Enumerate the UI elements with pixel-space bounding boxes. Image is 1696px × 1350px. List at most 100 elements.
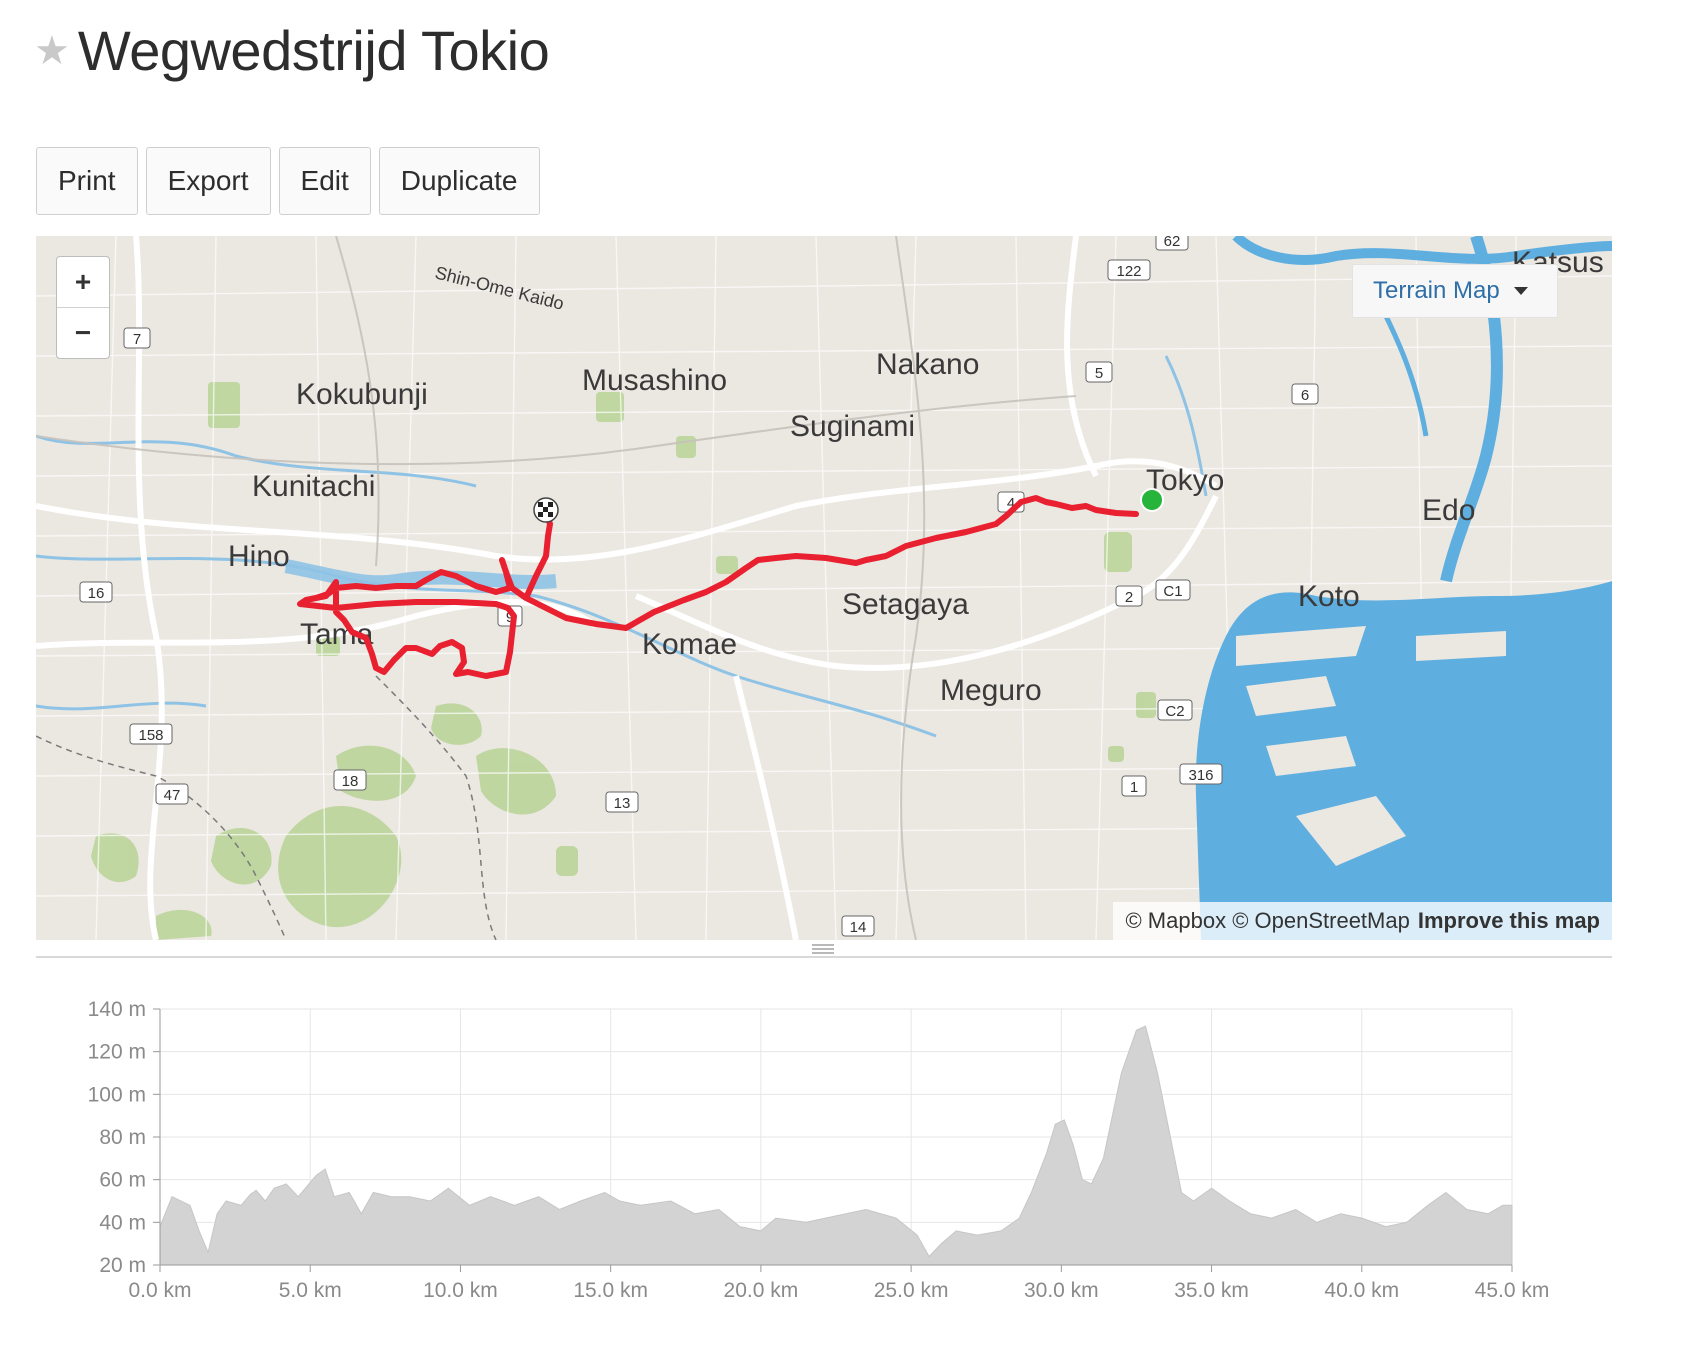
x-tick-label: 5.0 km (279, 1279, 342, 1302)
duplicate-button[interactable]: Duplicate (378, 147, 540, 215)
label-nakano: Nakano (876, 348, 979, 381)
label-setagaya: Setagaya (842, 588, 969, 621)
tama-river (284, 559, 557, 590)
road-shield: 122 (1107, 259, 1151, 281)
y-tick-label: 40 m (99, 1211, 146, 1234)
route-line (297, 495, 1139, 679)
map-highways (36, 236, 1077, 940)
y-tick-label: 60 m (99, 1169, 146, 1192)
action-toolbar: Print Export Edit Duplicate (36, 147, 540, 215)
road-shield: 6 (1291, 383, 1319, 405)
x-tick-label: 15.0 km (573, 1279, 648, 1302)
road-shield: C1 (1155, 579, 1191, 601)
label-meguro: Meguro (940, 674, 1042, 707)
svg-text:9: 9 (506, 609, 514, 626)
label-suginami: Suginami (790, 410, 915, 443)
svg-text:14: 14 (850, 919, 867, 936)
label-kokubunji: Kokubunji (296, 378, 428, 411)
svg-text:7: 7 (133, 331, 141, 348)
svg-text:C2: C2 (1165, 703, 1184, 720)
road-shield: 13 (605, 791, 639, 813)
svg-text:62: 62 (1164, 236, 1181, 250)
map-minor-streets (36, 236, 1612, 940)
x-tick-label: 25.0 km (874, 1279, 949, 1302)
resize-handle-icon[interactable] (812, 944, 834, 954)
elevation-area (159, 1025, 1513, 1266)
road-shield: 16 (79, 581, 113, 603)
y-tick-label: 20 m (99, 1254, 146, 1277)
map-major-roads (36, 236, 1219, 940)
route-map[interactable]: Shin-Ome Kaido Kokubunji Musashino Nakan… (36, 236, 1612, 940)
svg-text:16: 16 (88, 585, 105, 602)
map-attribution: © Mapbox © OpenStreetMap Improve this ma… (1113, 902, 1612, 940)
osm-credit-link[interactable]: © OpenStreetMap (1232, 908, 1410, 933)
label-musashino: Musashino (582, 364, 727, 397)
x-tick-label: 35.0 km (1174, 1279, 1249, 1302)
label-komae: Komae (642, 628, 737, 661)
road-shields: 7 122 5 6 4 16 2 C1 9 158 C2 316 47 18 1… (79, 236, 1319, 937)
edit-button[interactable]: Edit (278, 147, 371, 215)
label-hino: Hino (228, 540, 290, 573)
road-shield: C2 (1157, 699, 1193, 721)
y-tick-label: 100 m (88, 1083, 146, 1106)
x-tick-label: 30.0 km (1024, 1279, 1099, 1302)
finish-marker[interactable] (533, 497, 559, 523)
improve-map-link[interactable]: Improve this map (1417, 908, 1600, 933)
x-tick-label: 45.0 km (1475, 1279, 1550, 1302)
map-chart-divider (36, 956, 1612, 958)
label-edo: Edo (1422, 494, 1475, 527)
map-layer-label: Terrain Map (1373, 277, 1500, 304)
svg-text:C1: C1 (1163, 583, 1182, 600)
road-shield: 18 (333, 769, 367, 791)
svg-text:158: 158 (138, 727, 163, 744)
road-shield: 7 (123, 327, 151, 349)
svg-text:13: 13 (614, 795, 631, 812)
print-button[interactable]: Print (36, 147, 138, 215)
road-shield: 2 (1115, 585, 1143, 607)
svg-text:1: 1 (1130, 779, 1138, 796)
label-kunitachi: Kunitachi (252, 470, 375, 503)
zoom-in-button[interactable]: + (74, 266, 92, 297)
map-layer-dropdown[interactable]: Terrain Map (1352, 264, 1558, 318)
road-shield: 47 (155, 783, 189, 805)
page-title: Wegwedstrijd Tokio (77, 19, 550, 82)
zoom-out-button[interactable]: − (57, 307, 109, 358)
x-tick-label: 0.0 km (128, 1279, 191, 1302)
road-shield: 1 (1121, 775, 1147, 797)
svg-text:316: 316 (1188, 767, 1213, 784)
road-shield: 316 (1179, 763, 1223, 785)
road-shield: 62 (1155, 236, 1189, 251)
x-tick-label: 20.0 km (724, 1279, 799, 1302)
svg-text:6: 6 (1301, 387, 1309, 404)
map-canvas[interactable]: Shin-Ome Kaido Kokubunji Musashino Nakan… (36, 236, 1612, 940)
x-tick-label: 40.0 km (1324, 1279, 1399, 1302)
tokyo-bay (1195, 581, 1612, 940)
boundary-line (36, 735, 287, 940)
boundary-line (375, 675, 497, 940)
mapbox-credit-link[interactable]: © Mapbox (1125, 908, 1227, 933)
caret-down-icon (1513, 287, 1528, 295)
zoom-control: + − (56, 256, 110, 359)
road-shield: 5 (1085, 361, 1113, 383)
map-parks (91, 382, 1156, 940)
x-tick-label: 10.0 km (423, 1279, 498, 1302)
start-marker[interactable] (1140, 488, 1164, 512)
svg-text:47: 47 (164, 787, 181, 804)
elevation-chart[interactable]: 0.0 km 5.0 km 10.0 km 15.0 km 20.0 km 25.0 km… (36, 975, 1616, 1305)
star-icon[interactable]: ★ (34, 28, 70, 73)
svg-text:5: 5 (1095, 365, 1103, 382)
export-button[interactable]: Export (145, 147, 271, 215)
sumida-river (1232, 236, 1612, 265)
road-shield: 158 (129, 723, 173, 745)
svg-text:122: 122 (1116, 263, 1141, 280)
road-shield: 14 (841, 915, 875, 937)
title-row: ★ Wegwedstrijd Tokio (34, 18, 550, 83)
svg-text:2: 2 (1125, 589, 1133, 606)
y-tick-label: 120 m (88, 1041, 146, 1064)
bay-islands (1236, 626, 1506, 866)
y-tick-label: 80 m (99, 1126, 146, 1149)
y-tick-label: 140 m (88, 998, 146, 1021)
label-koto: Koto (1298, 580, 1360, 613)
svg-text:4: 4 (1007, 495, 1015, 512)
svg-text:18: 18 (342, 773, 359, 790)
